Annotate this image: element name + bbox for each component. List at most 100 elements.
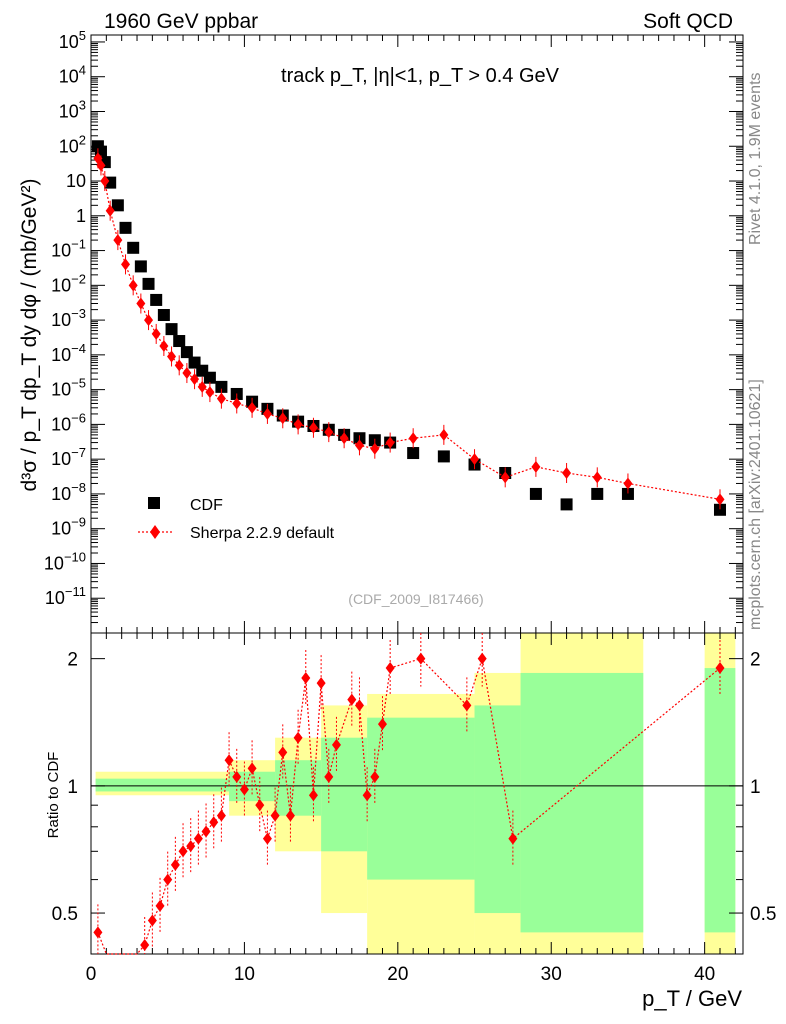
y-tick-label: 102 — [59, 132, 86, 156]
y-tick-label: 10−7 — [51, 445, 86, 469]
y-tick-label: 104 — [59, 63, 86, 87]
mcplots-label: mcplots.cern.ch [arXiv:2401.10621] — [747, 379, 764, 630]
cdf-point — [529, 487, 542, 500]
ratio-point — [186, 840, 196, 853]
sherpa-point — [562, 466, 572, 479]
ratio-panel — [90, 632, 744, 955]
rivet-label: Rivet 4.1.0, 1.9M events — [747, 72, 764, 245]
cdf-point — [150, 293, 163, 306]
sherpa-point — [623, 477, 633, 490]
sherpa-point — [174, 359, 184, 372]
ratio-point — [232, 770, 242, 783]
legend-cdf-label: CDF — [190, 497, 223, 514]
header-left: 1960 GeV ppbar — [104, 10, 258, 33]
cdf-point — [621, 487, 634, 500]
analysis-id: (CDF_2009_I817466) — [348, 591, 483, 607]
ratio-point — [155, 899, 165, 912]
cdf-point — [173, 335, 186, 348]
band-green — [367, 717, 475, 880]
y-tick-label: 10−11 — [45, 584, 86, 608]
ratio-point — [270, 809, 280, 822]
ratio-tick-label-right: 0.5 — [750, 904, 776, 925]
x-axis-label: p_T / GeV — [642, 986, 742, 1011]
ratio-point — [377, 718, 387, 731]
main-frame — [90, 34, 744, 634]
ratio-point — [163, 873, 173, 886]
cdf-point — [165, 323, 178, 336]
sherpa-point — [205, 386, 215, 399]
y-tick-label: 10−3 — [51, 306, 86, 330]
ratio-point — [715, 662, 725, 675]
ratio-point — [316, 677, 326, 690]
ratio-point — [193, 832, 203, 845]
ratio-point — [239, 783, 249, 796]
y-tick-label: 10−10 — [44, 549, 86, 573]
ratio-point — [262, 832, 272, 845]
ratio-point — [354, 699, 364, 712]
sherpa-point — [385, 436, 395, 449]
ratio-tick-label: 2 — [67, 650, 78, 671]
ratio-tick-label: 0.5 — [52, 904, 78, 925]
sherpa-point — [190, 373, 200, 386]
ratio-point — [209, 816, 219, 829]
ratio-point — [508, 832, 518, 845]
x-tick-label: 0 — [86, 964, 97, 985]
header-right: Soft QCD — [643, 10, 733, 33]
ratio-point — [140, 939, 150, 952]
y-tick-label: 10−6 — [51, 410, 86, 434]
ratio-point — [247, 762, 257, 775]
ratio-point — [462, 699, 472, 712]
sherpa-point — [324, 426, 334, 439]
sherpa-point — [293, 418, 303, 431]
cdf-point — [203, 371, 216, 384]
ratio-point — [285, 809, 295, 822]
ratio-point — [93, 926, 103, 939]
sherpa-point — [105, 204, 115, 217]
ratio-tick-label: 1 — [67, 777, 78, 798]
cdf-point — [142, 277, 155, 290]
plot-title: track p_T, |η|<1, p_T > 0.4 GeV — [281, 65, 560, 87]
y-tick-label: 10−5 — [51, 376, 86, 400]
cdf-point — [180, 346, 193, 359]
ratio-point — [293, 731, 303, 744]
cdf-point — [157, 309, 170, 322]
cdf-point — [437, 450, 450, 463]
ratio-point — [255, 799, 265, 812]
ratio-point — [224, 754, 234, 767]
cdf-point — [560, 498, 573, 511]
sherpa-point — [354, 439, 364, 452]
ratio-point — [477, 652, 487, 665]
sherpa-point — [136, 297, 146, 310]
ratio-point — [308, 789, 318, 802]
legend-cdf-marker — [148, 497, 160, 509]
band-green — [520, 672, 644, 933]
y-tick-label: 105 — [59, 28, 86, 52]
sherpa-point — [96, 159, 106, 172]
cdf-point — [215, 380, 228, 393]
ratio-point — [331, 738, 341, 751]
ratio-line — [97, 657, 721, 955]
sherpa-point — [197, 380, 207, 393]
x-tick-label: 10 — [234, 964, 255, 985]
sherpa-point — [232, 397, 242, 410]
ratio-tick-label-right: 1 — [750, 777, 761, 798]
sherpa-point — [439, 428, 449, 441]
main-panel — [90, 34, 744, 634]
y-tick-label: 10 — [66, 171, 86, 191]
y-tick-label: 10−2 — [51, 271, 86, 295]
band-green — [275, 760, 322, 816]
ratio-frame — [90, 632, 744, 955]
cdf-point — [111, 199, 124, 212]
sherpa-point — [500, 471, 510, 484]
y-tick-label: 10−9 — [51, 515, 86, 539]
sherpa-point — [128, 279, 138, 292]
sherpa-point — [715, 493, 725, 506]
ratio-point — [385, 662, 395, 675]
sherpa-point — [121, 258, 131, 271]
ratio-tick-label-right: 2 — [750, 650, 761, 671]
sherpa-point — [216, 392, 226, 405]
legend-sherpa-marker — [150, 525, 160, 539]
cdf-point — [713, 503, 726, 516]
cdf-point — [407, 447, 420, 460]
